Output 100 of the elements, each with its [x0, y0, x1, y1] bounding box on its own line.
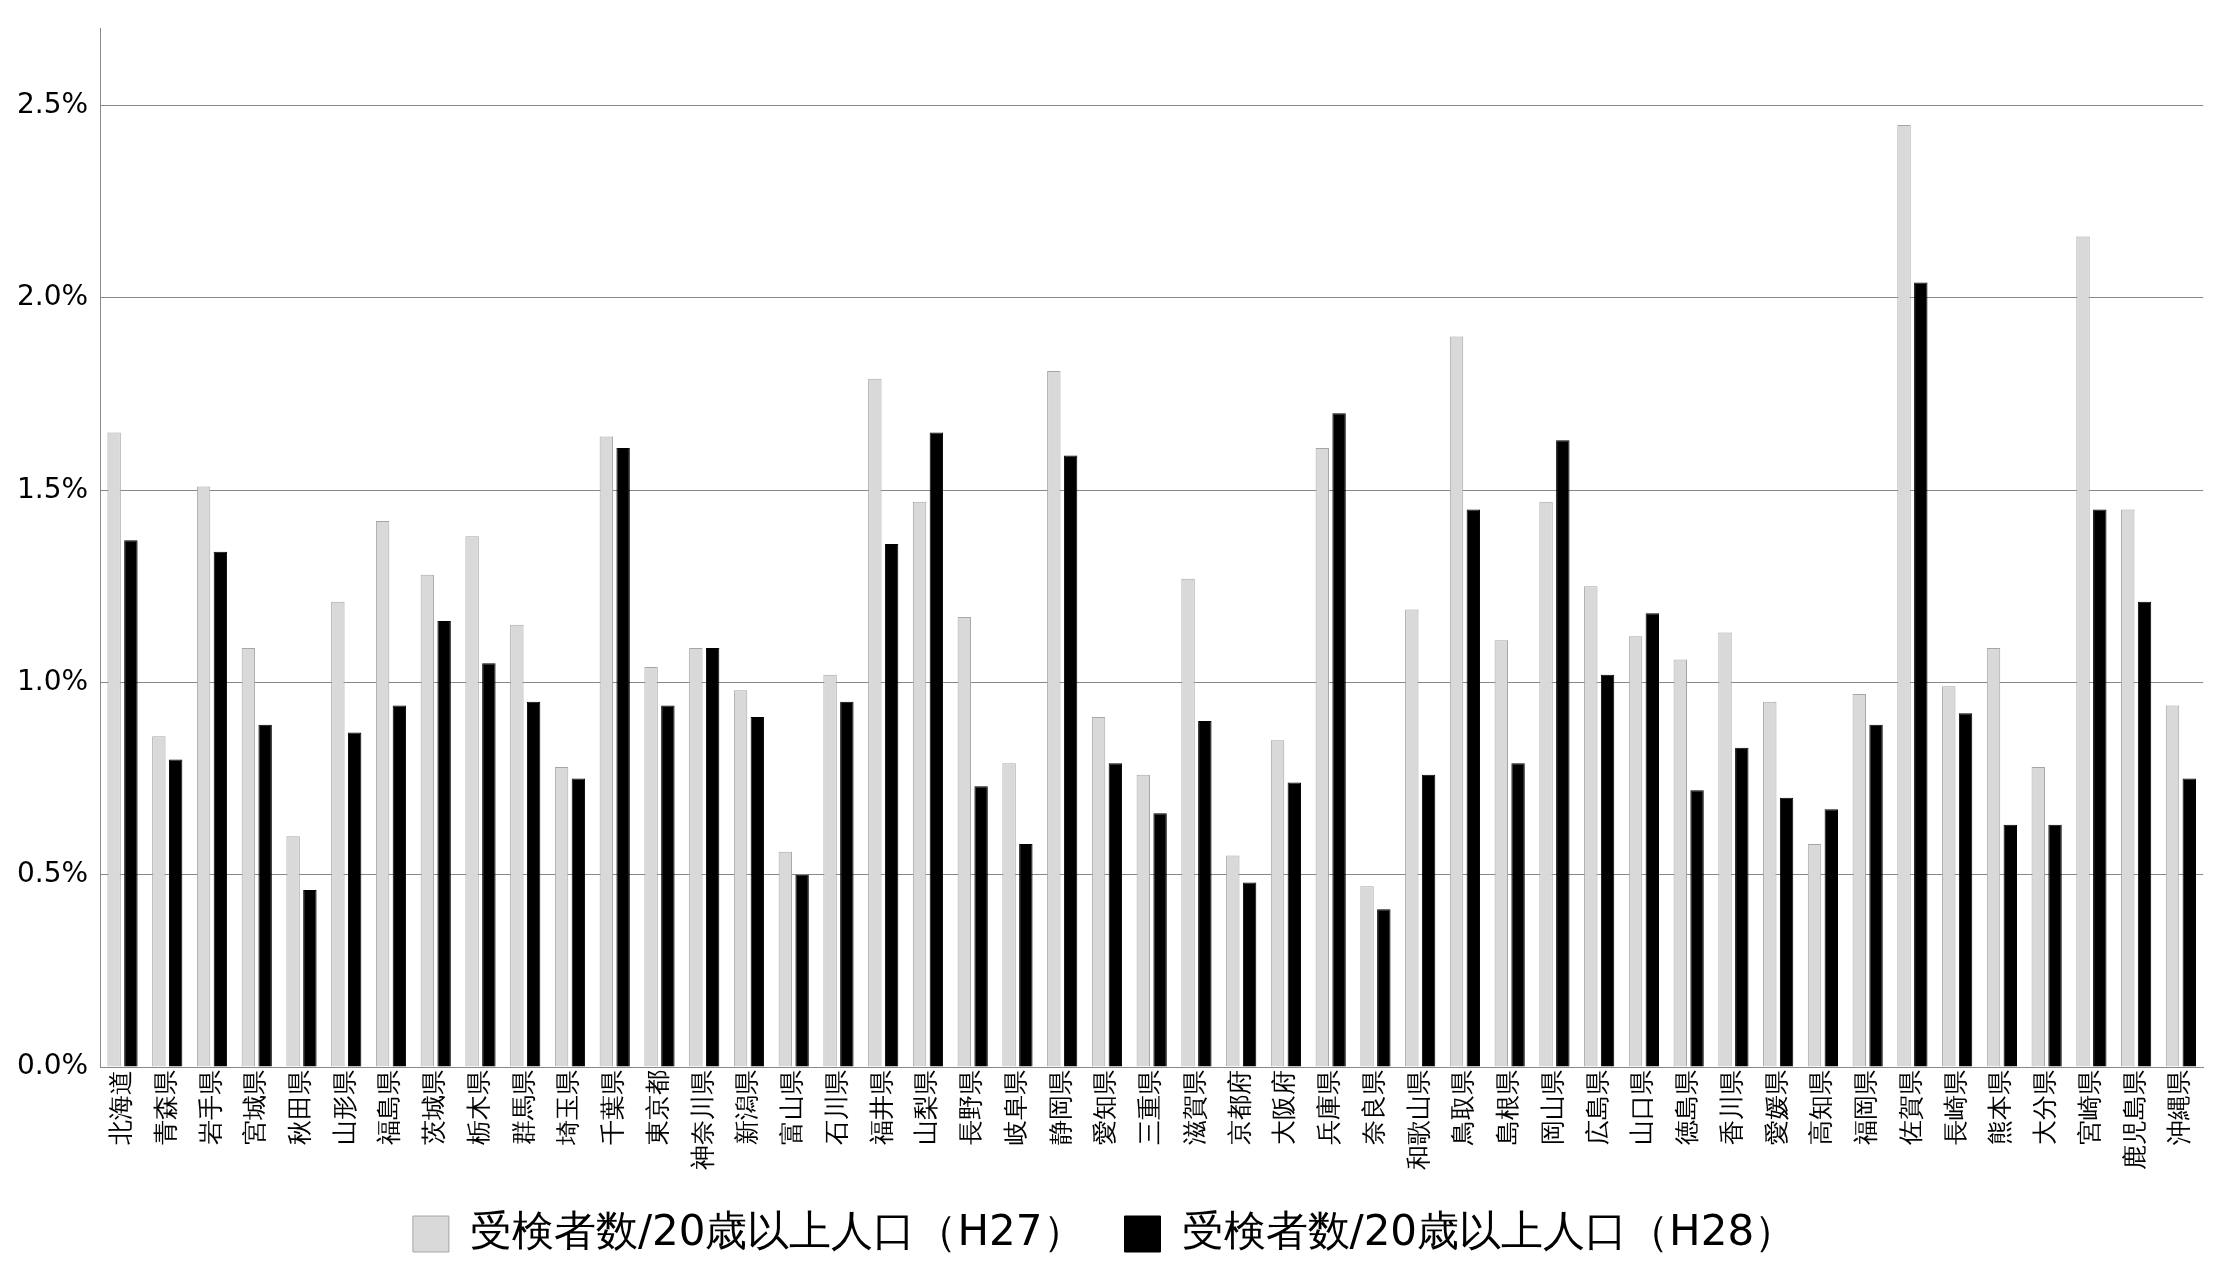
x-tick-label: 山形県 [329, 1070, 359, 1145]
bar [884, 544, 899, 1067]
bar [2048, 824, 2062, 1067]
x-tick-label: 徳島県 [1672, 1070, 1702, 1145]
x-tick-label: 福島県 [374, 1070, 404, 1145]
bar [482, 663, 496, 1067]
x-tick-label: 三重県 [1135, 1070, 1165, 1145]
x-tick-label: 埼玉県 [553, 1070, 583, 1146]
x-tick-label: 広島県 [1582, 1070, 1612, 1145]
x-tick-label: 茨城県 [419, 1070, 449, 1145]
bar [750, 717, 765, 1067]
bar [303, 890, 317, 1067]
x-tick-label: 香川県 [1716, 1070, 1746, 1145]
x-tick-label: 福岡県 [1851, 1070, 1881, 1145]
x-tick-label: 静岡県 [1045, 1070, 1075, 1145]
x-tick-label: 東京都 [642, 1070, 672, 1145]
bar [2137, 601, 2152, 1067]
bar [2182, 778, 2196, 1067]
y-tick-label: 0.0% [16, 1048, 89, 1082]
bar [1735, 747, 1749, 1067]
x-tick-label: 兵庫県 [1314, 1070, 1344, 1145]
x-tick-label: 鳥取県 [1448, 1070, 1478, 1146]
x-tick-label: 栃木県 [463, 1070, 493, 1145]
bar [124, 540, 138, 1067]
x-tick-label: 佐賀県 [1895, 1070, 1925, 1145]
bar [437, 620, 451, 1067]
bar [2093, 509, 2107, 1067]
bar [1690, 790, 1704, 1067]
x-tick-label: 山梨県 [911, 1070, 941, 1145]
bar [571, 778, 586, 1067]
bar [616, 447, 630, 1067]
bar [1063, 455, 1078, 1067]
bar [1019, 843, 1033, 1067]
bar [1914, 282, 1928, 1067]
x-tick-label: 山口県 [1627, 1070, 1657, 1145]
bar [526, 701, 541, 1067]
x-tick-label: 鹿児島県 [2119, 1070, 2149, 1170]
x-tick-label: 宮崎県 [2074, 1070, 2104, 1145]
x-tick-label: 愛知県 [1090, 1070, 1120, 1145]
bar [1556, 440, 1570, 1067]
y-tick-label: 0.5% [16, 856, 89, 890]
bar [1108, 763, 1123, 1067]
x-tick-label: 岡山県 [1537, 1070, 1567, 1145]
bar [1377, 909, 1391, 1067]
x-tick-label: 石川県 [821, 1070, 851, 1145]
legend-label: 受検者数/20歳以上人口（H27） [469, 1205, 1085, 1255]
x-tick-label: 大分県 [2030, 1070, 2060, 1145]
bar [347, 732, 362, 1067]
bar [974, 786, 988, 1067]
y-tick-label: 2.5% [16, 86, 89, 120]
y-tick-label: 2.0% [16, 279, 89, 313]
x-tick-label: 富山県 [777, 1070, 807, 1145]
x-tick-label: 福井県 [866, 1070, 896, 1145]
x-tick-label: 奈良県 [1358, 1070, 1388, 1145]
x-tick-label: 滋賀県 [1179, 1070, 1209, 1145]
legend-label: 受検者数/20歳以上人口（H28） [1181, 1205, 1797, 1255]
x-tick-label: 島根県 [1493, 1070, 1523, 1145]
x-tick-label: 長崎県 [1940, 1070, 1970, 1145]
x-tick-label: 北海道 [106, 1070, 136, 1145]
bar [1645, 613, 1660, 1067]
x-tick-label: 沖縄県 [2164, 1070, 2194, 1145]
bar [795, 874, 809, 1067]
x-tick-label: 岩手県 [195, 1070, 225, 1145]
bar [1466, 509, 1481, 1067]
bar [213, 551, 228, 1067]
bar [1153, 813, 1167, 1067]
bar [661, 705, 675, 1067]
bar [258, 724, 272, 1067]
bar [1511, 763, 1525, 1067]
bar [705, 647, 720, 1067]
bar [1242, 882, 1257, 1067]
x-tick-label: 宮城県 [240, 1070, 270, 1145]
bar [1332, 413, 1346, 1067]
bar [2003, 824, 2018, 1067]
y-tick-label: 1.5% [16, 471, 89, 505]
x-tick-label: 高知県 [1806, 1070, 1836, 1145]
x-tick-label: 大阪府 [1269, 1070, 1299, 1145]
y-tick-label: 1.0% [16, 663, 89, 697]
bar [1869, 724, 1883, 1067]
bar [1600, 674, 1615, 1067]
x-tick-label: 秋田県 [285, 1070, 314, 1145]
x-tick-label: 千葉県 [598, 1070, 628, 1145]
x-tick-label: 群馬県 [508, 1070, 538, 1145]
x-tick-label: 長野県 [956, 1070, 986, 1145]
x-tick-label: 岐阜県 [1000, 1070, 1030, 1145]
bar [1287, 782, 1302, 1067]
bar [1779, 797, 1794, 1067]
bar [392, 705, 407, 1067]
bar [168, 759, 183, 1067]
x-tick-label: 京都府 [1224, 1070, 1254, 1145]
x-tick-label: 新潟県 [732, 1070, 762, 1145]
bar [1958, 713, 1973, 1067]
bar [929, 432, 944, 1067]
x-tick-label: 神奈川県 [687, 1070, 717, 1170]
bar [840, 701, 854, 1067]
x-tick-label: 青森県 [150, 1070, 180, 1145]
bar [1824, 809, 1839, 1067]
x-tick-label: 和歌山県 [1403, 1070, 1433, 1170]
bar [1421, 774, 1436, 1067]
x-tick-label: 熊本県 [1985, 1070, 2015, 1145]
